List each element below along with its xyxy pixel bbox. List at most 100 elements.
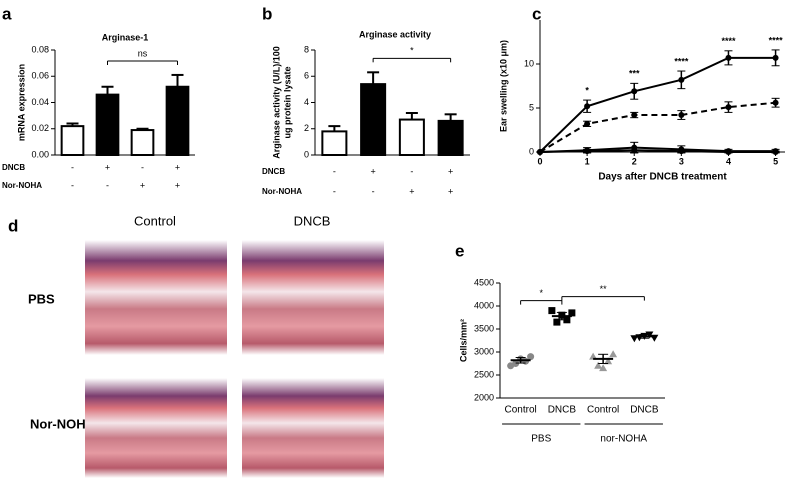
y-tick-label: 0 bbox=[529, 146, 534, 156]
column-label: Control bbox=[134, 213, 176, 228]
y-tick-label: 0 bbox=[304, 149, 309, 159]
y-tick-label: 10 bbox=[524, 58, 534, 68]
panel-label: b bbox=[262, 4, 272, 23]
y-tick-label: 2500 bbox=[474, 369, 494, 379]
treatment-sign: - bbox=[333, 186, 336, 196]
y-tick-label: 2000 bbox=[474, 392, 494, 402]
point bbox=[584, 103, 591, 110]
treatment-label: Nor-NOHA bbox=[262, 187, 302, 196]
panel-label: c bbox=[532, 4, 541, 23]
treatment-sign: - bbox=[333, 166, 336, 176]
treatment-sign: + bbox=[175, 162, 180, 172]
significance-label: ** bbox=[600, 284, 608, 294]
bar bbox=[95, 93, 120, 156]
significance-label: * bbox=[539, 288, 543, 298]
point bbox=[678, 76, 685, 83]
y-tick-label: 6 bbox=[304, 71, 309, 81]
x-tick-label: 4 bbox=[726, 156, 731, 166]
treatment-sign: - bbox=[71, 180, 74, 190]
treatment-label: DNCB bbox=[2, 163, 25, 172]
treatment-sign: + bbox=[370, 166, 375, 176]
panel-label: a bbox=[2, 4, 12, 23]
y-tick-label: 0.02 bbox=[31, 123, 49, 133]
treatment-sign: - bbox=[372, 186, 375, 196]
y-tick-label: 4000 bbox=[474, 300, 494, 310]
treatment-label: Nor-NOHA bbox=[2, 181, 42, 190]
treatment-sign: - bbox=[71, 162, 74, 172]
treatment-sign: + bbox=[409, 186, 414, 196]
panel-label: d bbox=[8, 216, 18, 235]
point bbox=[568, 309, 576, 317]
y-tick-label: 0.00 bbox=[31, 149, 49, 159]
significance-label: * bbox=[410, 46, 414, 56]
point bbox=[609, 350, 618, 358]
point bbox=[772, 149, 779, 155]
x-tick-label: Control bbox=[587, 405, 619, 416]
series-line bbox=[539, 149, 776, 153]
point bbox=[772, 99, 779, 106]
chart-title: Arginase-1 bbox=[102, 32, 149, 42]
y-tick-label: 3500 bbox=[474, 323, 494, 333]
point bbox=[527, 353, 535, 361]
treatment-sign: + bbox=[448, 186, 453, 196]
y-axis-label: Arginase activity (U/L)/100 bbox=[271, 46, 281, 159]
annotation: **** bbox=[769, 35, 784, 45]
bar bbox=[360, 83, 387, 156]
treatment-sign: + bbox=[140, 180, 145, 190]
x-axis-label: Days after DNCB treatment bbox=[598, 172, 727, 183]
point bbox=[548, 307, 556, 315]
significance-label: ns bbox=[138, 48, 148, 58]
bar bbox=[321, 130, 348, 156]
point bbox=[604, 357, 613, 365]
histology-image bbox=[242, 240, 384, 355]
treatment-sign: - bbox=[106, 180, 109, 190]
histology-image bbox=[85, 240, 227, 355]
point bbox=[725, 104, 732, 111]
y-tick-label: 5 bbox=[529, 102, 534, 112]
y-tick-label: 4 bbox=[304, 97, 309, 107]
point bbox=[725, 149, 732, 155]
point bbox=[678, 148, 685, 155]
point bbox=[631, 88, 638, 95]
point bbox=[631, 112, 638, 119]
row-label: Nor-NOHA bbox=[30, 416, 96, 431]
x-tick-label: DNCB bbox=[548, 405, 577, 416]
series-line bbox=[539, 101, 776, 153]
x-tick-label: 0 bbox=[537, 156, 542, 166]
x-tick-label: DNCB bbox=[630, 405, 659, 416]
column-label: DNCB bbox=[294, 213, 331, 228]
point bbox=[537, 149, 543, 155]
y-tick-label: 0.04 bbox=[31, 97, 49, 107]
point bbox=[589, 352, 598, 360]
treatment-sign: + bbox=[105, 162, 110, 172]
y-tick-label: 0.08 bbox=[31, 44, 49, 54]
point bbox=[594, 361, 603, 369]
point bbox=[772, 54, 779, 61]
annotation: **** bbox=[674, 56, 689, 66]
x-tick-label: 1 bbox=[585, 156, 590, 166]
point bbox=[725, 54, 732, 61]
x-tick-label: Control bbox=[505, 405, 537, 416]
y-axis-label: mRNA expression bbox=[16, 64, 26, 141]
bar bbox=[60, 125, 85, 156]
panel-label: e bbox=[455, 241, 464, 260]
y-tick-label: 2 bbox=[304, 123, 309, 133]
treatment-sign: - bbox=[410, 166, 413, 176]
histology-image bbox=[242, 378, 384, 478]
x-tick-label: 2 bbox=[632, 156, 637, 166]
point bbox=[599, 364, 608, 372]
x-tick-label: 3 bbox=[679, 156, 684, 166]
bar bbox=[165, 85, 190, 156]
y-axis-label: ug protein lysate bbox=[282, 66, 292, 138]
group-label: PBS bbox=[531, 434, 551, 445]
annotation: * bbox=[585, 85, 589, 95]
y-tick-label: 0.06 bbox=[31, 71, 49, 81]
point bbox=[631, 147, 638, 154]
y-axis-label: Cells/mm² bbox=[458, 319, 468, 362]
series-line bbox=[539, 56, 776, 153]
annotation: **** bbox=[721, 36, 736, 46]
chart-title: Arginase activity bbox=[359, 29, 431, 39]
bar bbox=[437, 119, 464, 156]
group-label: nor-NOHA bbox=[600, 434, 647, 445]
